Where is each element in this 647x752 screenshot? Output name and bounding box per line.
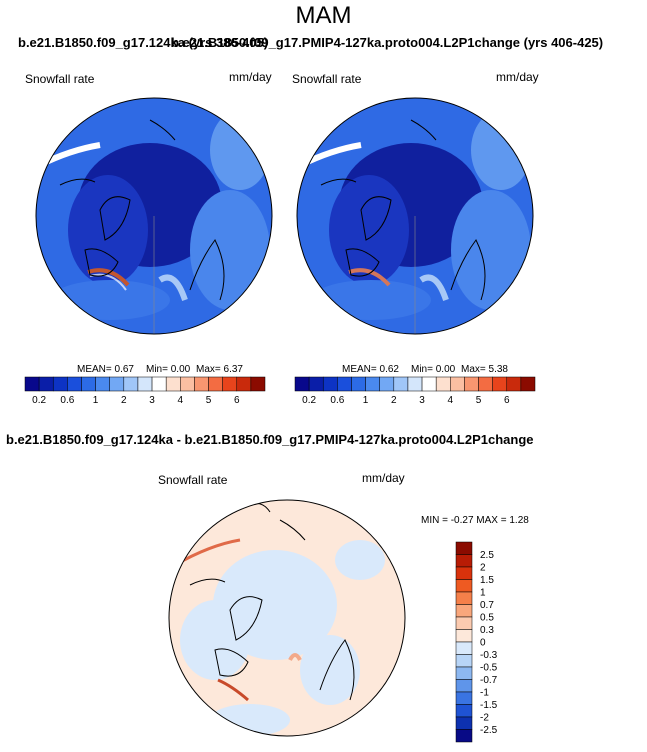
diff-colorbar-tick-label: 1.5 xyxy=(480,575,494,586)
diff-colorbar-swatch xyxy=(455,629,473,643)
diff-title: b.e21.B1850.f09_g17.124ka - b.e21.B1850.… xyxy=(6,432,534,447)
diff-colorbar-tick-label: -0.3 xyxy=(480,650,498,661)
right-max: Max= 5.38 xyxy=(461,364,508,375)
diff-colorbar-tick-label: 0 xyxy=(480,638,486,649)
left-mean: MEAN= 0.67 xyxy=(77,364,134,375)
right-units-label: mm/day xyxy=(496,70,539,84)
right-colorbar-swatch xyxy=(520,376,536,392)
left-variable-label: Snowfall rate xyxy=(25,72,95,86)
diff-colorbar-swatch xyxy=(455,616,473,630)
diff-colorbar-tick-label: -0.7 xyxy=(480,675,498,686)
diff-colorbar-tick-label: 0.7 xyxy=(480,600,494,611)
diff-colorbar-swatch xyxy=(455,554,473,568)
right-colorbar-tick-label: 6 xyxy=(504,395,510,406)
right-colorbar: 0.2 0.6 1 2 3 4 5 6 xyxy=(294,376,536,406)
diff-colorbar-tick-label: -1.5 xyxy=(480,700,498,711)
diff-minmax: MIN = -0.27 MAX = 1.28 xyxy=(421,515,529,526)
right-min: Min= 0.00 xyxy=(411,364,456,375)
diff-colorbar-swatch xyxy=(455,591,473,605)
diff-colorbar-swatch xyxy=(455,566,473,580)
diff-colorbar: 2.5 21.5 10.7 0.50.3 0-0.3 -0.5-0.7 -1-1.5 -2-2… xyxy=(455,541,498,743)
diff-colorbar-swatch xyxy=(455,579,473,593)
diff-colorbar-tick-label: 1 xyxy=(480,588,486,599)
left-colorbar-tick-label: 5 xyxy=(206,395,212,406)
right-colorbar-tick-label: 0.6 xyxy=(330,395,344,406)
left-max: Max= 6.37 xyxy=(196,364,243,375)
diff-units-label: mm/day xyxy=(362,471,405,485)
diff-colorbar-swatch xyxy=(455,654,473,668)
diff-colorbar-tick-label: -2.5 xyxy=(480,725,498,736)
figure-title: MAM xyxy=(295,2,352,29)
right-mean: MEAN= 0.62 xyxy=(342,364,399,375)
diff-colorbar-swatch xyxy=(455,541,473,555)
right-variable-label: Snowfall rate xyxy=(292,72,362,86)
left-colorbar-tick-label: 1 xyxy=(93,395,99,406)
right-colorbar-tick-label: 0.2 xyxy=(302,395,316,406)
left-colorbar-tick-label: 0.6 xyxy=(60,395,74,406)
left-units-label: mm/day xyxy=(229,70,272,84)
left-colorbar-tick-label: 3 xyxy=(149,395,155,406)
diff-colorbar-swatch xyxy=(455,729,473,743)
diff-colorbar-tick-label: 0.3 xyxy=(480,625,494,636)
diff-colorbar-swatch xyxy=(455,641,473,655)
diff-colorbar-tick-label: -2 xyxy=(480,713,489,724)
right-colorbar-tick-label: 5 xyxy=(476,395,482,406)
diff-colorbar-tick-label: 0.5 xyxy=(480,613,494,624)
left-colorbar: 0.2 0.6 1 2 3 4 5 6 xyxy=(24,376,266,406)
diff-colorbar-swatch xyxy=(455,716,473,730)
diff-colorbar-tick-label: -0.5 xyxy=(480,663,498,674)
diff-colorbar-swatch xyxy=(455,666,473,680)
left-colorbar-tick-label: 4 xyxy=(178,395,184,406)
left-colorbar-tick-label: 0.2 xyxy=(32,395,46,406)
diff-colorbar-tick-label: -1 xyxy=(480,688,489,699)
top-right-case-title: b.e21.B1850.f09_g17.PMIP4-127ka.proto004… xyxy=(171,35,604,50)
top-left-case-title: b.e21.B1850.f09_g17.124ka (yrs 386-405) xyxy=(18,35,269,50)
right-colorbar-tick-label: 2 xyxy=(391,395,397,406)
right-colorbar-tick-label: 1 xyxy=(363,395,369,406)
right-colorbar-tick-label: 3 xyxy=(419,395,425,406)
diff-colorbar-tick-label: 2.5 xyxy=(480,550,494,561)
diff-colorbar-tick-label: 2 xyxy=(480,563,486,574)
diff-colorbar-swatch xyxy=(455,604,473,618)
left-colorbar-tick-label: 6 xyxy=(234,395,240,406)
left-colorbar-swatch xyxy=(250,376,266,392)
diff-colorbar-swatch xyxy=(455,691,473,705)
left-min: Min= 0.00 xyxy=(146,364,191,375)
diff-colorbar-swatch xyxy=(455,704,473,718)
diff-colorbar-swatch xyxy=(455,679,473,693)
left-colorbar-tick-label: 2 xyxy=(121,395,127,406)
right-colorbar-tick-label: 4 xyxy=(448,395,454,406)
diff-variable-label: Snowfall rate xyxy=(158,473,228,487)
